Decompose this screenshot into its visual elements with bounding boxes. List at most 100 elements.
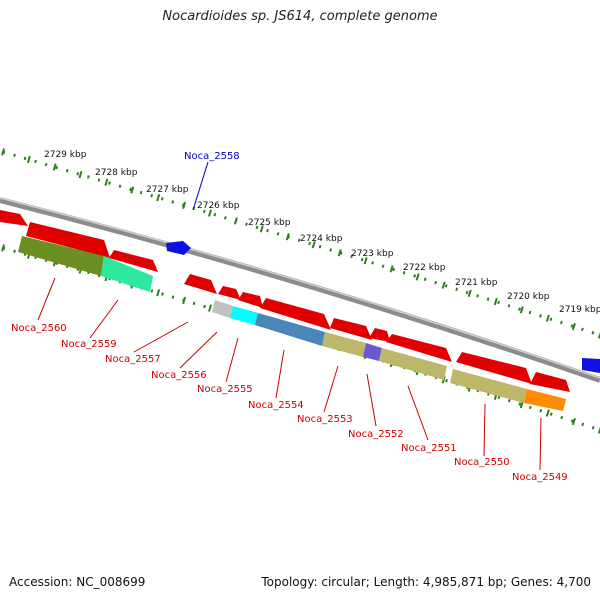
scale-tick (78, 171, 83, 179)
scale-tick (233, 217, 238, 225)
scale-label: 2722 kbp (403, 263, 446, 273)
scale-label: 2719 kbp (559, 305, 600, 315)
gene-noca-2559[interactable] (109, 250, 158, 272)
gene-noca-2556[interactable] (218, 286, 241, 300)
scale-label: 2727 kbp (146, 185, 189, 195)
leader-noca-2560 (37, 277, 56, 321)
accession-text: Accession: NC_008699 (9, 575, 146, 589)
gene-label-noca-2556[interactable]: Noca_2556 (151, 370, 207, 381)
bar-noca-2553 (363, 343, 382, 361)
scale-label: 2728 kbp (95, 168, 138, 178)
leader-noca-2557 (133, 321, 189, 353)
scale-tick (156, 194, 161, 202)
gene-label-noca-2550[interactable]: Noca_2550 (454, 457, 510, 468)
gene-noca-2551[interactable] (386, 334, 452, 362)
scale-tick (389, 265, 394, 273)
upper-scale-ticks (1, 148, 600, 339)
scale-tick (1, 148, 5, 156)
label-leaders (37, 161, 542, 471)
scale-tick (571, 417, 576, 426)
scale-tick (182, 296, 187, 305)
map-title: Nocardioides sp. JS614, complete genome (162, 9, 438, 24)
gene-label-noca-2555[interactable]: Noca_2555 (197, 384, 253, 395)
scale-tick (285, 233, 290, 241)
scale-tick (597, 331, 600, 339)
gene-noca-2553[interactable] (330, 318, 372, 340)
scale-tick (363, 257, 368, 265)
function-bars (18, 236, 566, 411)
bar-noca-2559 (101, 256, 153, 292)
bar-noca-2556 (230, 306, 258, 325)
scale-tick (130, 186, 135, 194)
gene-labels: Noca_2558 Noca_2560 Noca_2559 Noca_2557 … (11, 151, 568, 483)
bar-noca-2555 (255, 313, 325, 346)
bar-noca-2560 (18, 236, 104, 276)
gene-noca-2557[interactable] (184, 274, 217, 294)
scale-tick (311, 241, 316, 249)
gene-label-noca-2549[interactable]: Noca_2549 (512, 472, 568, 483)
gene-noca-2550[interactable] (456, 352, 532, 384)
scale-tick (182, 201, 187, 209)
scale-label: 2725 kbp (248, 218, 291, 228)
forward-genes (166, 241, 600, 373)
leader-noca-2559 (89, 299, 119, 339)
scale-tick (156, 289, 161, 297)
leader-noca-2555 (225, 337, 239, 383)
scale-labels: 2729 kbp 2728 kbp 2727 kbp 2726 kbp 2725… (44, 150, 600, 315)
gene-label-noca-2554[interactable]: Noca_2554 (248, 400, 304, 411)
bar-noca-2550 (524, 389, 566, 411)
gene-label-noca-2553[interactable]: Noca_2553 (297, 414, 353, 425)
gene-label-noca-2559[interactable]: Noca_2559 (61, 339, 117, 350)
gene-noca-2561[interactable] (0, 210, 28, 226)
scale-tick (467, 289, 472, 297)
scale-tick (519, 306, 524, 314)
genome-backbone (0, 197, 600, 383)
scale-tick (208, 304, 212, 312)
leader-noca-2551 (407, 385, 429, 441)
scale-tick (493, 297, 498, 306)
scale-tick (337, 249, 342, 257)
genome-backbone-highlight (0, 197, 600, 379)
scale-tick (104, 178, 109, 186)
gene-label-noca-2558[interactable]: Noca_2558 (184, 151, 240, 162)
scale-label: 2726 kbp (197, 201, 240, 211)
leader-noca-2553 (323, 365, 339, 413)
scale-label: 2720 kbp (507, 292, 550, 302)
scale-tick (1, 244, 5, 252)
gene-label-noca-2551[interactable]: Noca_2551 (401, 443, 457, 454)
leader-noca-2556 (179, 331, 218, 369)
bar-noca-2551 (450, 369, 527, 403)
gene-label-noca-2560[interactable]: Noca_2560 (11, 323, 67, 334)
scale-label: 2729 kbp (44, 150, 87, 160)
gene-noca-2558[interactable] (166, 241, 191, 255)
scale-tick (597, 426, 600, 434)
leader-noca-2549 (539, 417, 542, 471)
scale-label: 2723 kbp (351, 249, 394, 259)
scale-tick (52, 163, 57, 171)
gene-noca-2549[interactable] (530, 372, 570, 392)
leader-noca-2550 (483, 403, 486, 457)
bar-noca-2554 (322, 332, 366, 357)
gene-noca-2548[interactable] (582, 358, 600, 373)
gene-label-noca-2557[interactable]: Noca_2557 (105, 354, 161, 365)
scale-tick (26, 155, 31, 164)
gene-label-noca-2552[interactable]: Noca_2552 (348, 429, 404, 440)
bar-noca-2552 (379, 348, 447, 380)
gene-noca-2554[interactable] (260, 298, 331, 330)
reverse-genes (0, 210, 570, 392)
scale-tick (545, 314, 550, 322)
leader-noca-2554 (275, 349, 285, 399)
scale-tick (415, 273, 420, 281)
gene-noca-2555[interactable] (238, 292, 263, 308)
gene-noca-2552[interactable] (369, 328, 390, 342)
scale-tick (441, 281, 446, 289)
scale-label: 2724 kbp (300, 234, 343, 244)
bar-noca-2557 (212, 300, 233, 318)
gene-noca-2560[interactable] (26, 222, 110, 258)
scale-tick (571, 322, 576, 331)
scale-tick (545, 409, 550, 417)
leader-noca-2552 (366, 373, 377, 427)
leader-noca-2558 (192, 161, 209, 211)
